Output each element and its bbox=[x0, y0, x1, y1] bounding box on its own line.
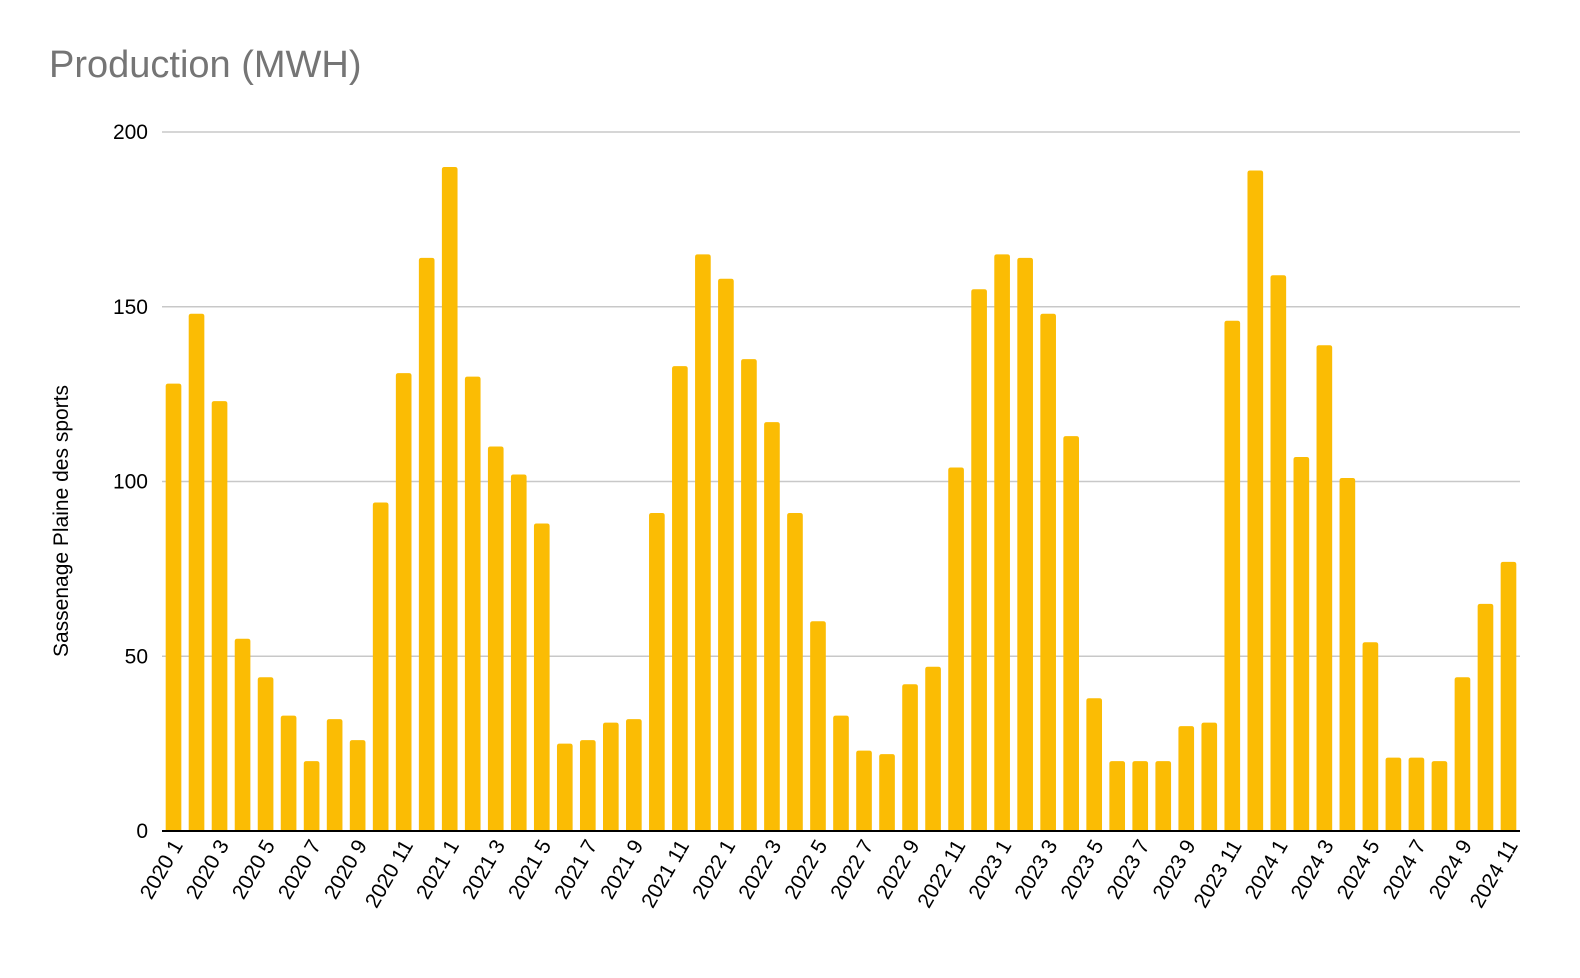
bar bbox=[626, 719, 642, 831]
bar bbox=[1500, 561, 1517, 831]
bar bbox=[787, 512, 803, 831]
y-tick-label: 100 bbox=[113, 471, 148, 494]
bar bbox=[464, 376, 481, 831]
x-tick-label: 2024 5 bbox=[1333, 836, 1385, 903]
y-axis-title: Sassenage Plaine des sports bbox=[50, 385, 73, 657]
y-tick-label: 0 bbox=[136, 820, 148, 843]
bar bbox=[395, 373, 412, 831]
bar bbox=[672, 366, 688, 831]
bar bbox=[533, 523, 550, 831]
bar bbox=[487, 446, 504, 831]
x-tick-label: 2024 7 bbox=[1379, 836, 1431, 903]
bar bbox=[971, 289, 987, 831]
bar bbox=[1132, 761, 1149, 831]
bar bbox=[810, 621, 826, 831]
bar bbox=[1477, 603, 1494, 831]
bar bbox=[441, 166, 458, 831]
bar bbox=[1270, 275, 1287, 831]
bar bbox=[1408, 757, 1425, 831]
x-tick-label: 2023 7 bbox=[1103, 836, 1155, 903]
bar bbox=[1224, 320, 1241, 831]
bar bbox=[1431, 761, 1448, 831]
bar bbox=[695, 254, 711, 831]
bar bbox=[718, 278, 734, 831]
x-tick-label: 2020 1 bbox=[136, 836, 188, 903]
y-tick-label: 150 bbox=[113, 296, 148, 319]
bar bbox=[1339, 478, 1356, 831]
bar bbox=[556, 743, 573, 831]
bar bbox=[418, 257, 435, 831]
bar bbox=[1109, 761, 1126, 831]
bar bbox=[510, 474, 527, 831]
bar bbox=[856, 750, 872, 831]
bar bbox=[649, 512, 665, 831]
bar bbox=[1385, 757, 1402, 831]
bar bbox=[1293, 457, 1310, 831]
bar bbox=[1040, 313, 1056, 831]
x-tick-label: 2021 7 bbox=[550, 836, 602, 903]
bar bbox=[1247, 170, 1264, 831]
bar bbox=[764, 422, 780, 831]
bar bbox=[372, 502, 389, 831]
bar bbox=[879, 754, 895, 831]
y-axis-tick-labels: 0 50 100 150 200 bbox=[113, 121, 148, 843]
x-tick-label: 2023 3 bbox=[1010, 836, 1062, 903]
bar bbox=[1178, 726, 1195, 831]
bars bbox=[165, 166, 1517, 831]
x-tick-label: 2020 5 bbox=[228, 836, 280, 903]
x-tick-label: 2020 3 bbox=[182, 836, 234, 903]
bar bbox=[741, 359, 757, 831]
bar bbox=[925, 666, 941, 831]
x-tick-label: 2022 7 bbox=[826, 836, 878, 903]
bar bbox=[165, 383, 182, 831]
bar bbox=[234, 638, 251, 831]
bar bbox=[1454, 677, 1471, 831]
x-tick-label: 2023 1 bbox=[964, 836, 1016, 903]
bar bbox=[603, 722, 619, 831]
y-tick-label: 50 bbox=[125, 645, 148, 668]
x-tick-label: 2022 1 bbox=[688, 836, 740, 903]
bar bbox=[326, 719, 343, 831]
bar bbox=[994, 254, 1010, 831]
bar bbox=[579, 740, 596, 831]
chart-title: Production (MWH) bbox=[49, 44, 362, 86]
bar bbox=[211, 401, 228, 831]
bar bbox=[1362, 642, 1379, 831]
bar bbox=[188, 313, 205, 831]
bar bbox=[1201, 722, 1218, 831]
x-tick-label: 2021 5 bbox=[504, 836, 556, 903]
bar bbox=[1063, 436, 1079, 831]
bar bbox=[349, 740, 366, 831]
x-tick-label: 2020 7 bbox=[274, 836, 326, 903]
gridlines bbox=[162, 131, 1520, 657]
x-tick-label: 2022 5 bbox=[780, 836, 832, 903]
y-tick-label: 200 bbox=[113, 121, 148, 144]
bar bbox=[902, 684, 918, 831]
bar bbox=[280, 715, 297, 831]
x-tick-label: 2023 5 bbox=[1056, 836, 1108, 903]
bar bbox=[257, 677, 274, 831]
bar bbox=[833, 715, 849, 831]
bar bbox=[1017, 257, 1033, 831]
bar bbox=[1155, 761, 1172, 831]
x-tick-label: 2021 1 bbox=[412, 836, 464, 903]
bar bbox=[1086, 698, 1103, 831]
x-tick-label: 2024 3 bbox=[1287, 836, 1339, 903]
x-tick-label: 2022 3 bbox=[734, 836, 786, 903]
x-tick-label: 2024 1 bbox=[1241, 836, 1293, 903]
bar bbox=[303, 761, 320, 831]
x-tick-label: 2021 3 bbox=[458, 836, 510, 903]
bar bbox=[1316, 345, 1333, 831]
bar bbox=[948, 467, 964, 831]
